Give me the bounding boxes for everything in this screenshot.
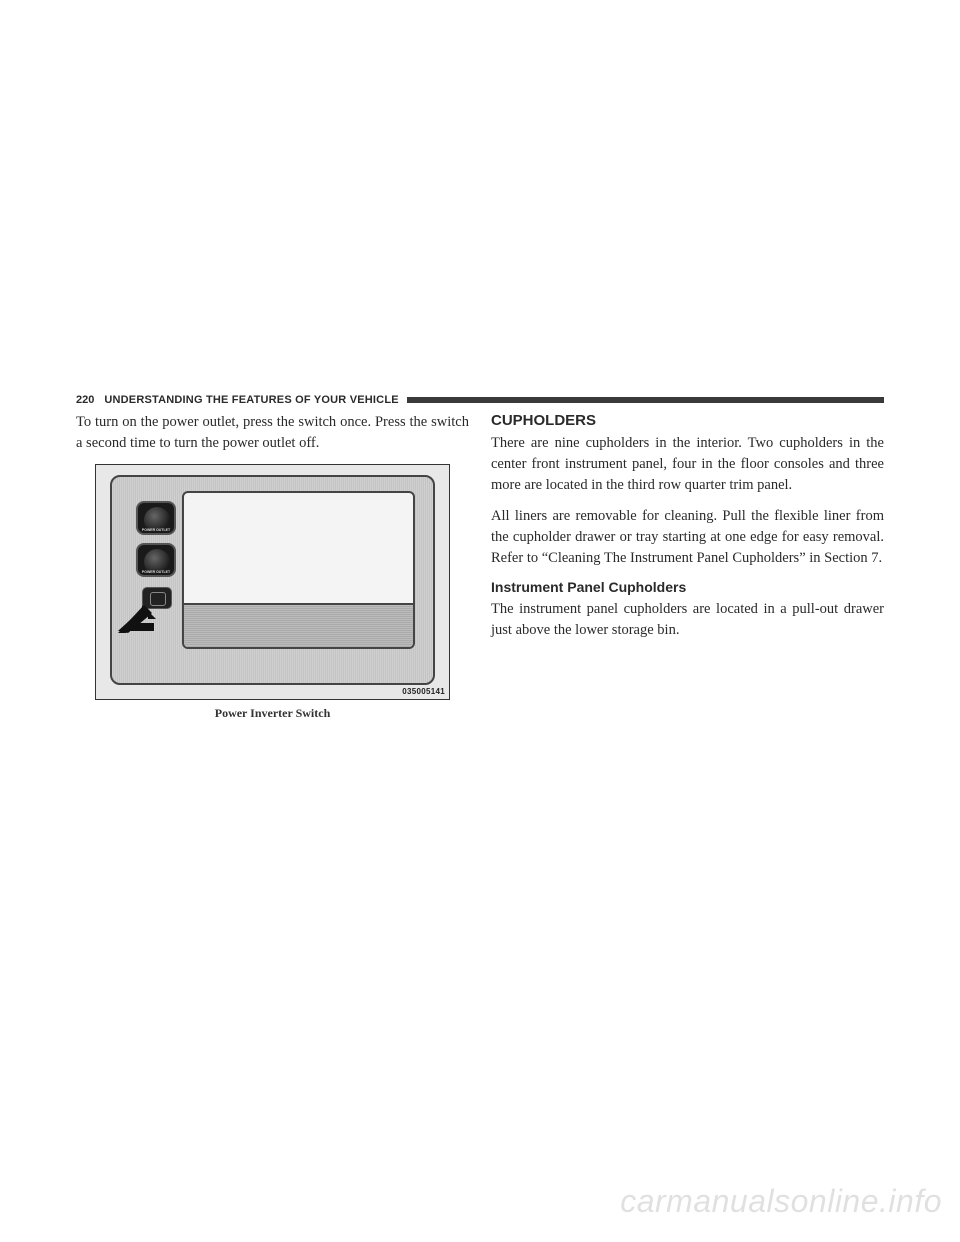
right-column: CUPHOLDERS There are nine cupholders in … — [491, 412, 884, 721]
page-header: 220 UNDERSTANDING THE FEATURES OF YOUR V… — [76, 394, 884, 406]
outlet-label: POWER OUTLET — [140, 571, 172, 575]
header-rule — [407, 397, 884, 403]
paragraph: There are nine cupholders in the interio… — [491, 433, 884, 496]
panel-recess — [182, 491, 415, 649]
paragraph: All liners are removable for cleaning. P… — [491, 506, 884, 569]
section-title: UNDERSTANDING THE FEATURES OF YOUR VEHIC… — [104, 394, 398, 406]
figure-caption: Power Inverter Switch — [76, 706, 469, 721]
figure-id: 035005141 — [402, 687, 445, 696]
panel-shelf — [184, 603, 413, 647]
watermark: carmanualsonline.info — [620, 1183, 942, 1220]
left-column: To turn on the power outlet, press the s… — [76, 412, 469, 721]
intro-paragraph: To turn on the power outlet, press the s… — [76, 412, 469, 454]
paragraph: The instrument panel cupholders are loca… — [491, 599, 884, 641]
power-outlet-icon: POWER OUTLET — [136, 501, 176, 535]
heading-instrument-panel-cupholders: Instrument Panel Cupholders — [491, 579, 884, 595]
page-number: 220 — [76, 394, 94, 406]
power-inverter-illustration: POWER OUTLET POWER OUTLET — [95, 464, 450, 700]
power-outlet-icon: POWER OUTLET — [136, 543, 176, 577]
outlet-label: POWER OUTLET — [140, 529, 172, 533]
panel-outer: POWER OUTLET POWER OUTLET — [110, 475, 435, 685]
content-columns: To turn on the power outlet, press the s… — [76, 412, 884, 721]
figure: POWER OUTLET POWER OUTLET — [76, 464, 469, 721]
heading-cupholders: CUPHOLDERS — [491, 412, 884, 429]
manual-page: 220 UNDERSTANDING THE FEATURES OF YOUR V… — [76, 394, 884, 721]
